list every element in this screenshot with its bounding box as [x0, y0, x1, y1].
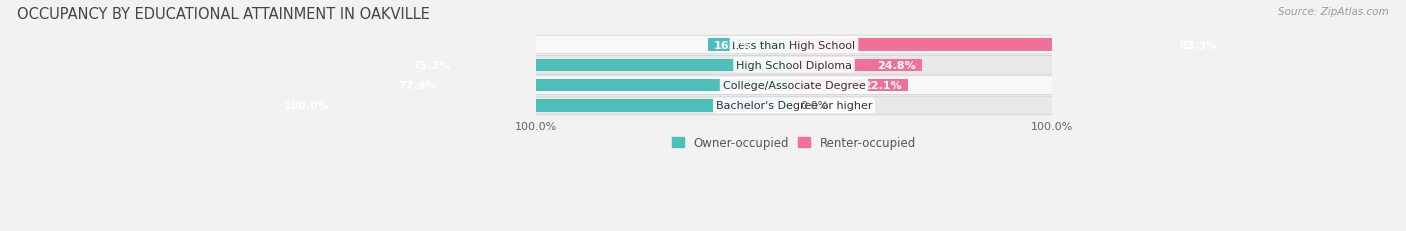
Bar	[794, 39, 1225, 52]
Bar	[794, 59, 922, 72]
Text: 83.3%: 83.3%	[1180, 40, 1218, 50]
Bar	[707, 39, 794, 52]
FancyBboxPatch shape	[529, 97, 1060, 115]
Text: Less than High School: Less than High School	[733, 40, 855, 50]
Bar	[392, 79, 794, 92]
Text: High School Diploma: High School Diploma	[735, 61, 852, 70]
Text: College/Associate Degree: College/Associate Degree	[723, 81, 865, 91]
Text: OCCUPANCY BY EDUCATIONAL ATTAINMENT IN OAKVILLE: OCCUPANCY BY EDUCATIONAL ATTAINMENT IN O…	[17, 7, 430, 22]
Text: 100.0%: 100.0%	[284, 101, 330, 111]
Text: 0.0%: 0.0%	[800, 101, 828, 111]
Text: 22.1%: 22.1%	[863, 81, 901, 91]
FancyBboxPatch shape	[529, 36, 1060, 55]
Bar	[278, 100, 794, 112]
FancyBboxPatch shape	[529, 56, 1060, 75]
Text: 75.2%: 75.2%	[412, 61, 450, 70]
Text: 16.7%: 16.7%	[714, 40, 752, 50]
FancyBboxPatch shape	[529, 76, 1060, 95]
Text: Bachelor's Degree or higher: Bachelor's Degree or higher	[716, 101, 872, 111]
Text: Source: ZipAtlas.com: Source: ZipAtlas.com	[1278, 7, 1389, 17]
Bar	[794, 79, 908, 92]
Legend: Owner-occupied, Renter-occupied: Owner-occupied, Renter-occupied	[668, 132, 921, 154]
Bar	[406, 59, 794, 72]
Text: 77.9%: 77.9%	[398, 81, 437, 91]
Text: 24.8%: 24.8%	[877, 61, 915, 70]
